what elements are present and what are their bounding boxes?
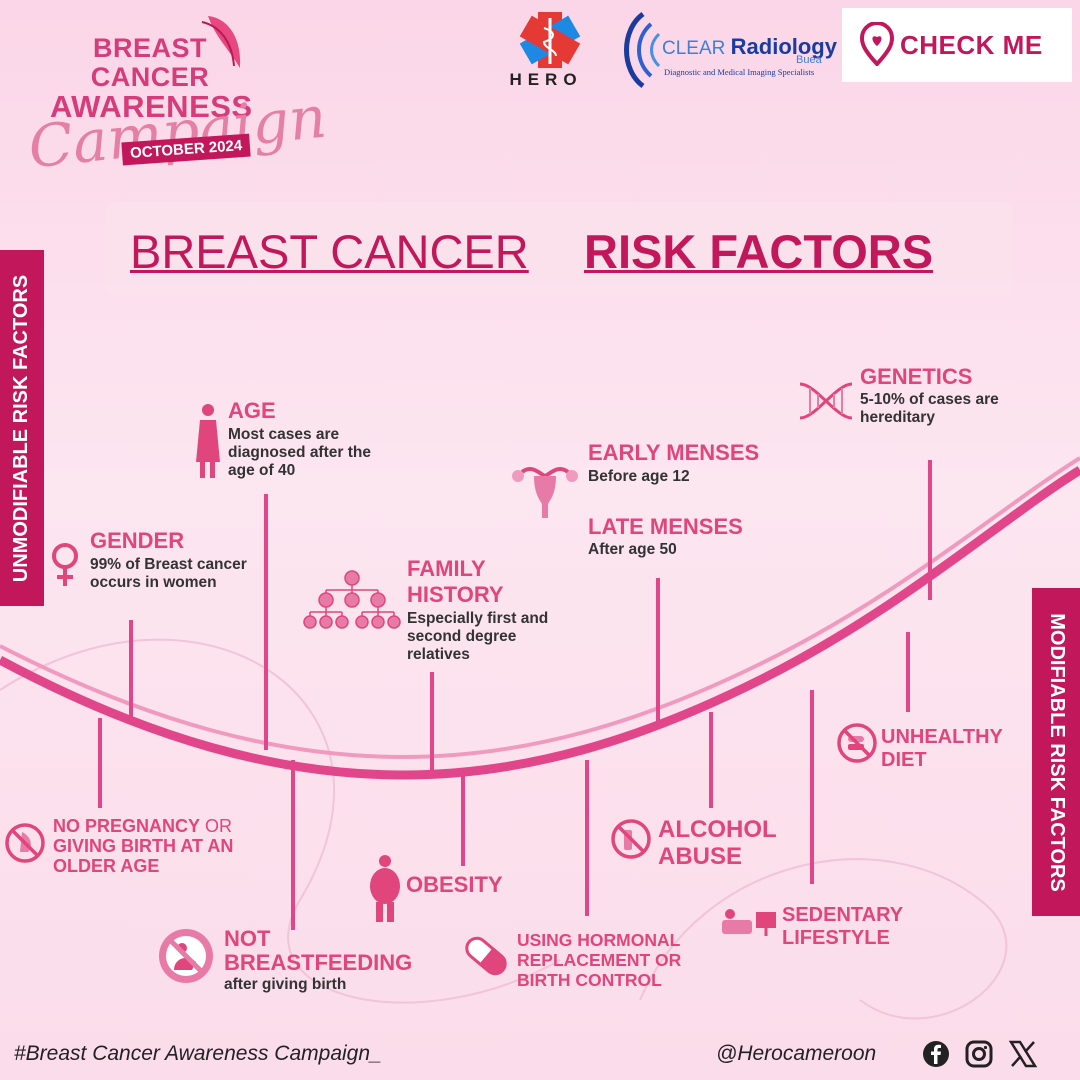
feather-icon: [201, 16, 241, 68]
family-title-1: FAMILY: [407, 556, 486, 581]
couch-tv-icon: [722, 909, 776, 936]
no-pregnancy-or: OR: [200, 816, 233, 836]
obese-person-icon: [370, 855, 400, 922]
clear-radiology-logo: [624, 11, 661, 89]
no-pregnancy-line3: OLDER AGE: [53, 856, 160, 876]
no-breastfeeding-icon: [159, 929, 213, 983]
hero-logo-icon: [519, 12, 581, 68]
dna-icon: [799, 382, 853, 420]
alcohol-line2: ABUSE: [658, 843, 743, 870]
gender-title: GENDER: [90, 528, 185, 553]
obesity-title: OBESITY: [406, 872, 503, 897]
unmodifiable-tab: UNMODIFIABLE RISK FACTORS: [0, 250, 44, 606]
elderly-woman-icon: [196, 404, 220, 478]
x-twitter-icon[interactable]: [1008, 1040, 1038, 1068]
hormonal-line2: REPLACEMENT OR: [517, 950, 682, 970]
female-symbol-icon: [52, 543, 78, 586]
footer-handle: @Herocameroon: [716, 1042, 877, 1065]
uterus-icon: [512, 466, 578, 518]
instagram-icon[interactable]: [965, 1040, 993, 1068]
breastfeeding-title-2: BREASTFEEDING: [224, 950, 413, 975]
alcohol-line1: ALCOHOL: [658, 816, 777, 843]
age-title: AGE: [228, 398, 276, 423]
late-menses-title: LATE MENSES: [588, 514, 743, 539]
no-pregnancy-line2: GIVING BIRTH AT AN: [53, 836, 234, 856]
late-menses-desc: After age 50: [588, 541, 677, 558]
hero-logo-text: HERO: [509, 70, 583, 89]
diet-line2: DIET: [881, 749, 927, 771]
breastfeeding-title-1: NOT: [224, 926, 271, 951]
diet-text: UNHEALTHY DIET: [881, 726, 1003, 772]
sedentary-line1: SEDENTARY: [782, 904, 904, 926]
checkme-logo-text: CHECK ME: [900, 30, 1043, 60]
sedentary-text: SEDENTARY LIFESTYLE: [782, 904, 903, 950]
clear-text: CLEAR: [662, 38, 726, 59]
family-title-2: HISTORY: [407, 582, 504, 607]
location-heart-icon: [860, 22, 894, 66]
clear-tagline: Diagnostic and Medical Imaging Specialis…: [664, 67, 815, 77]
gender-desc: 99% of Breast cancer occurs in women: [90, 556, 247, 591]
clear-city: Buea: [796, 54, 822, 66]
early-menses-title: EARLY MENSES: [588, 440, 760, 465]
no-pregnancy-icon: [5, 823, 45, 863]
age-desc: Most cases are diagnosed after the age o…: [228, 426, 371, 479]
no-pregnancy-line1: NO PREGNANCY: [53, 816, 201, 836]
no-junk-food-icon: [837, 723, 877, 763]
hormonal-line1: USING HORMONAL: [517, 930, 681, 950]
early-menses-desc: Before age 12: [588, 468, 690, 485]
campaign-title-line2: AWARENESS: [50, 89, 253, 124]
modifiable-tab: MODIFIABLE RISK FACTORS: [1032, 588, 1080, 916]
no-pregnancy-text: NO PREGNANCY OR GIVING BIRTH AT AN OLDER…: [53, 816, 233, 876]
breastfeeding-desc: after giving birth: [224, 976, 347, 993]
radiology-text: Radiology: [730, 34, 837, 59]
facebook-icon[interactable]: [922, 1040, 950, 1068]
genetics-desc: 5-10% of cases are hereditary: [860, 391, 999, 426]
clear-radiology-wordmark: CLEAR Radiology: [662, 34, 837, 60]
checkme-logo-box: [842, 8, 1072, 82]
family-tree-icon: [303, 570, 401, 629]
pill-capsule-icon: [465, 936, 507, 976]
diet-line1: UNHEALTHY: [881, 726, 1003, 748]
hormonal-line3: BIRTH CONTROL: [517, 970, 662, 990]
title-bold: RISK FACTORS: [584, 225, 934, 278]
hormonal-text: USING HORMONAL REPLACEMENT OR BIRTH CONT…: [517, 930, 681, 990]
campaign-title: BREAST CANCER AWARENESS: [50, 33, 253, 124]
footer-hashtag: #Breast Cancer Awareness Campaign_: [14, 1042, 382, 1065]
alcohol-text: ALCOHOL ABUSE: [658, 816, 777, 870]
no-alcohol-icon: [611, 819, 651, 859]
genetics-title: GENETICS: [860, 364, 973, 389]
title-light: BREAST CANCER: [130, 225, 529, 278]
campaign-title-line1: BREAST CANCER: [90, 33, 210, 92]
title-banner: [105, 202, 1013, 296]
family-desc: Especially first and second degree relat…: [407, 610, 549, 663]
sedentary-line2: LIFESTYLE: [782, 927, 890, 949]
